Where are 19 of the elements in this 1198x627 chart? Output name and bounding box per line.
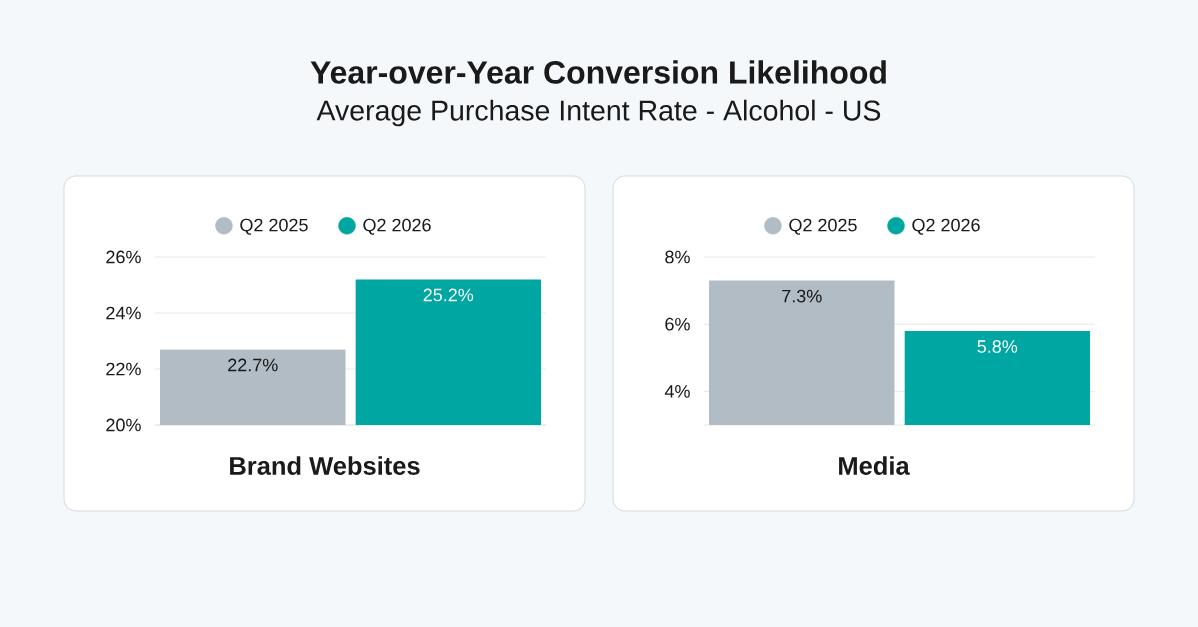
y-tick-label: 24% xyxy=(106,306,141,320)
data-label: 25.2% xyxy=(423,288,474,302)
data-label: 22.7% xyxy=(228,358,278,372)
legend-label: Q2 2026 xyxy=(363,218,431,235)
data-label: 5.8% xyxy=(977,340,1018,353)
legend-label: Q2 2026 xyxy=(912,218,980,235)
chart-subtitle: Average Purchase Intent Rate - Alcohol - US xyxy=(316,99,881,127)
legend-label: Q2 2025 xyxy=(789,218,857,235)
x-axis-title: Media xyxy=(839,456,910,475)
y-tick-label: 26% xyxy=(106,250,141,264)
y-tick-label: 6% xyxy=(665,317,690,331)
chart-title: Year-over-Year Conversion Likelihood xyxy=(310,60,886,84)
y-tick-label: 8% xyxy=(665,250,690,264)
x-axis-title: Brand Websites xyxy=(230,456,420,475)
y-tick-label: 4% xyxy=(664,385,690,398)
legend-label: Q2 2025 xyxy=(240,218,308,235)
y-tick-label: 22% xyxy=(106,362,141,376)
y-tick-label: 20% xyxy=(106,418,141,432)
data-label: 7.3% xyxy=(782,289,822,303)
